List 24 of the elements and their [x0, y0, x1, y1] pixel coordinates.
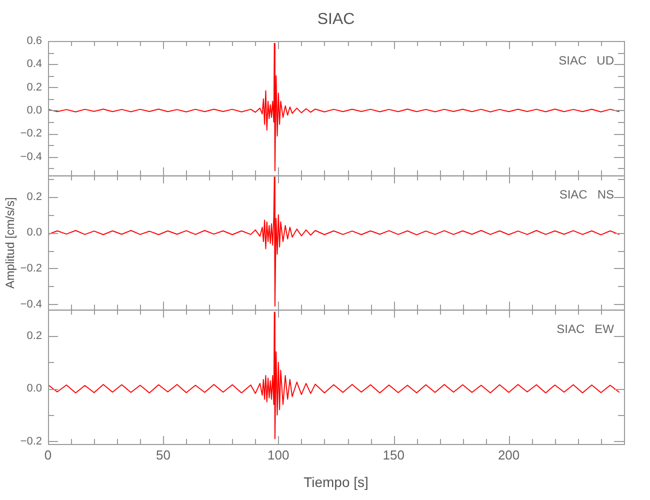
annotation: SIAC NS — [559, 188, 614, 202]
y-tick-label: −0.2 — [20, 262, 42, 274]
x-tick-label: 100 — [268, 447, 290, 462]
annotation: SIAC EW — [556, 322, 615, 336]
y-tick-label: −0.4 — [20, 298, 42, 310]
y-tick-label: 0.2 — [26, 81, 42, 94]
x-tick-label: 150 — [382, 447, 404, 462]
y-tick-label: −0.2 — [20, 128, 42, 140]
x-tick-label: 50 — [156, 447, 170, 462]
x-tick-label: 0 — [44, 447, 52, 462]
y-tick-label: 0.2 — [26, 190, 42, 203]
y-tick-label: 0.0 — [26, 382, 42, 395]
y-tick-label: 0.0 — [26, 104, 42, 117]
x-axis-title: Tiempo [s] — [304, 474, 368, 490]
y-tick-label: 0.6 — [26, 35, 42, 48]
annotation: SIAC UD — [558, 53, 614, 68]
chart-title: SIAC — [317, 11, 355, 29]
y-tick-label: 0.0 — [26, 226, 42, 239]
y-tick-label: −0.2 — [20, 435, 42, 448]
x-tick-label: 200 — [498, 447, 520, 462]
y-tick-label: 0.4 — [26, 58, 42, 70]
y-tick-label: 0.2 — [26, 330, 42, 342]
y-axis-title: Amplitud [cm/s/s] — [3, 196, 17, 288]
y-tick-label: −0.4 — [20, 150, 42, 163]
